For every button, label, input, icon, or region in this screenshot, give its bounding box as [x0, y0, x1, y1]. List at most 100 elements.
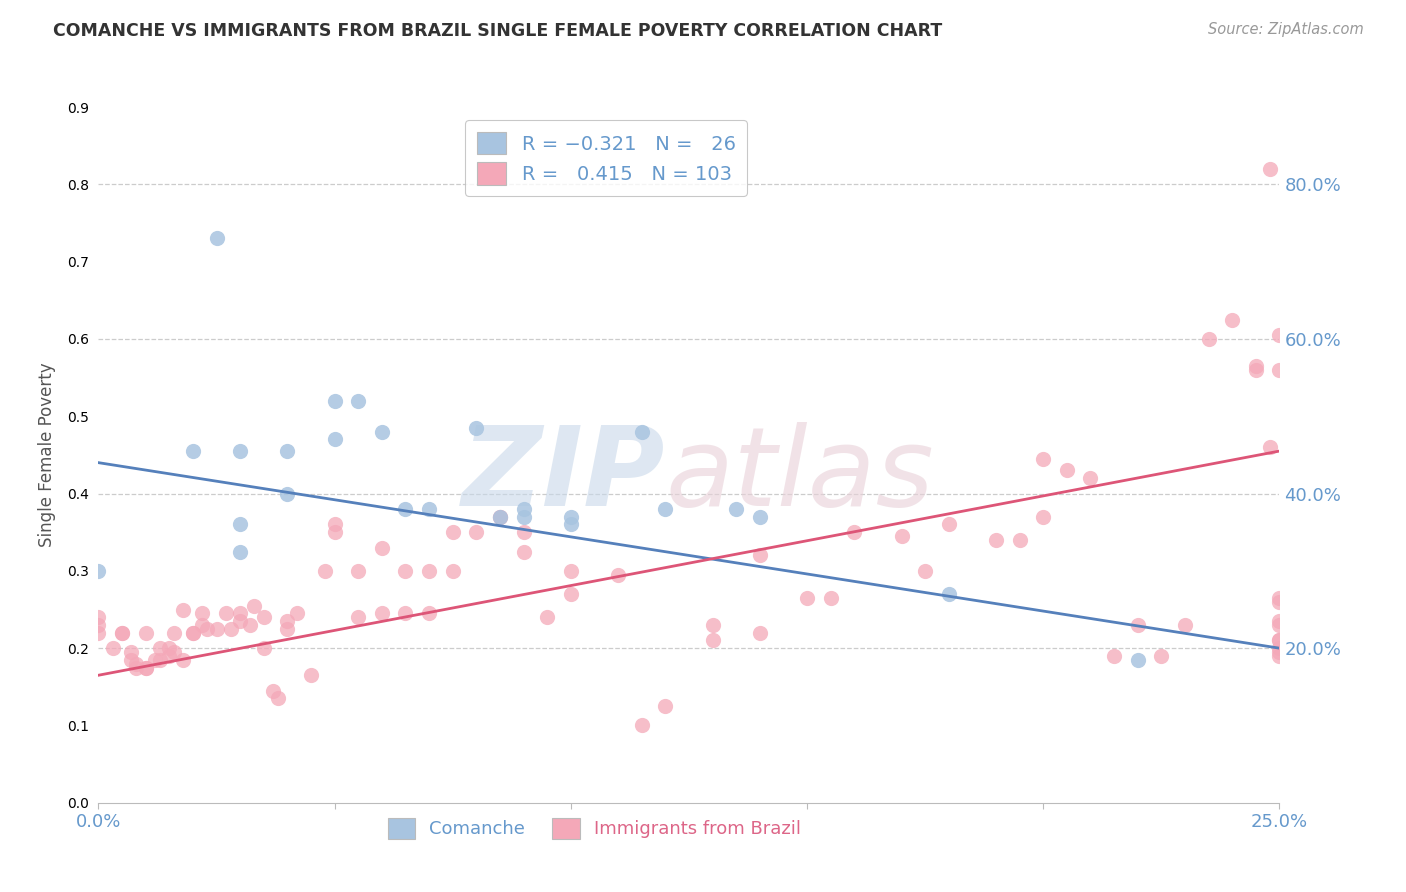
- Point: [394, 607, 416, 621]
- Point: [654, 699, 676, 714]
- Point: [314, 564, 336, 578]
- Point: [394, 502, 416, 516]
- Point: [181, 444, 204, 458]
- Legend: Comanche, Immigrants from Brazil: Comanche, Immigrants from Brazil: [381, 811, 808, 846]
- Point: [215, 607, 238, 621]
- Point: [276, 444, 298, 458]
- Point: [890, 529, 912, 543]
- Point: [1268, 645, 1291, 659]
- Point: [1268, 648, 1291, 663]
- Point: [1080, 471, 1102, 485]
- Point: [702, 618, 724, 632]
- Point: [323, 393, 346, 408]
- Point: [938, 517, 960, 532]
- Point: [191, 618, 214, 632]
- Point: [725, 502, 748, 516]
- Text: COMANCHE VS IMMIGRANTS FROM BRAZIL SINGLE FEMALE POVERTY CORRELATION CHART: COMANCHE VS IMMIGRANTS FROM BRAZIL SINGL…: [53, 22, 942, 40]
- Point: [276, 614, 298, 628]
- Point: [87, 625, 110, 640]
- Point: [512, 544, 534, 558]
- Point: [1150, 648, 1173, 663]
- Point: [630, 718, 652, 732]
- Point: [607, 567, 630, 582]
- Point: [243, 599, 266, 613]
- Point: [1198, 332, 1220, 346]
- Point: [1268, 618, 1291, 632]
- Point: [239, 618, 262, 632]
- Point: [87, 564, 110, 578]
- Text: Source: ZipAtlas.com: Source: ZipAtlas.com: [1208, 22, 1364, 37]
- Point: [1174, 618, 1197, 632]
- Point: [347, 393, 370, 408]
- Point: [1244, 359, 1267, 373]
- Point: [1008, 533, 1031, 547]
- Point: [938, 587, 960, 601]
- Point: [560, 517, 582, 532]
- Point: [143, 653, 166, 667]
- Point: [1268, 591, 1291, 605]
- Point: [229, 517, 252, 532]
- Point: [1126, 653, 1149, 667]
- Point: [1268, 633, 1291, 648]
- Point: [489, 509, 512, 524]
- Point: [149, 653, 172, 667]
- Point: [323, 525, 346, 540]
- Point: [1268, 363, 1291, 377]
- Point: [394, 564, 416, 578]
- Point: [748, 509, 770, 524]
- Point: [512, 525, 534, 540]
- Point: [157, 641, 180, 656]
- Point: [1244, 363, 1267, 377]
- Point: [536, 610, 558, 624]
- Point: [347, 564, 370, 578]
- Point: [219, 622, 242, 636]
- Point: [371, 425, 394, 439]
- Point: [157, 648, 180, 663]
- Point: [253, 641, 276, 656]
- Point: [512, 502, 534, 516]
- Point: [654, 502, 676, 516]
- Point: [205, 231, 228, 245]
- Point: [149, 641, 172, 656]
- Point: [465, 525, 488, 540]
- Point: [371, 607, 394, 621]
- Point: [984, 533, 1007, 547]
- Point: [101, 641, 124, 656]
- Point: [1032, 451, 1054, 466]
- Point: [253, 610, 276, 624]
- Point: [1056, 463, 1078, 477]
- Point: [1258, 161, 1281, 176]
- Point: [172, 653, 194, 667]
- Point: [1268, 641, 1291, 656]
- Point: [560, 587, 582, 601]
- Point: [195, 622, 218, 636]
- Point: [229, 444, 252, 458]
- Point: [512, 509, 534, 524]
- Text: ZIP: ZIP: [461, 422, 665, 529]
- Point: [418, 502, 440, 516]
- Point: [172, 602, 194, 616]
- Point: [111, 625, 134, 640]
- Point: [135, 625, 157, 640]
- Point: [323, 433, 346, 447]
- Point: [262, 683, 284, 698]
- Point: [796, 591, 818, 605]
- Point: [163, 625, 186, 640]
- Point: [371, 541, 394, 555]
- Point: [1268, 328, 1291, 343]
- Point: [1102, 648, 1125, 663]
- Point: [121, 653, 143, 667]
- Point: [1268, 595, 1291, 609]
- Point: [347, 610, 370, 624]
- Point: [702, 633, 724, 648]
- Point: [121, 645, 143, 659]
- Point: [418, 607, 440, 621]
- Point: [276, 622, 298, 636]
- Point: [87, 610, 110, 624]
- Point: [1268, 614, 1291, 628]
- Point: [441, 525, 464, 540]
- Point: [820, 591, 842, 605]
- Point: [323, 517, 346, 532]
- Point: [205, 622, 228, 636]
- Point: [1032, 509, 1054, 524]
